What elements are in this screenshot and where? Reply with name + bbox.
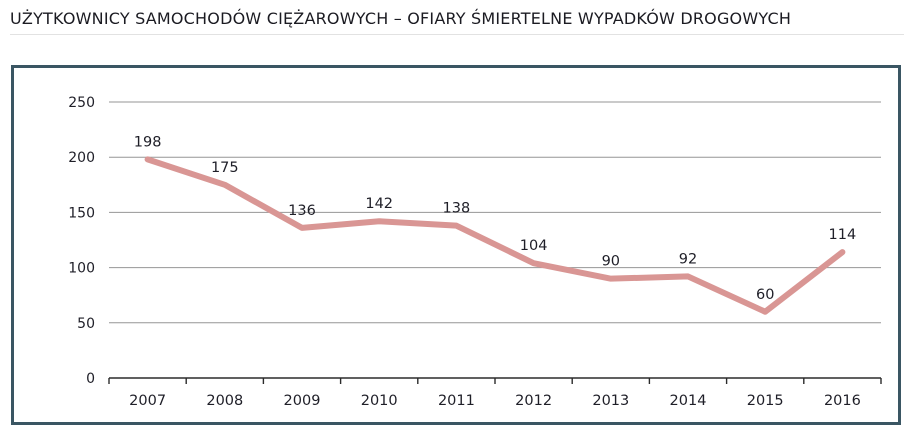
y-axis-label-250: 250 bbox=[68, 95, 95, 111]
data-label-2010: 142 bbox=[365, 196, 393, 212]
x-axis-label-2014: 2014 bbox=[670, 393, 707, 409]
y-axis-label-200: 200 bbox=[68, 150, 95, 166]
x-axis-label-2007: 2007 bbox=[129, 393, 166, 409]
x-axis-label-2008: 2008 bbox=[206, 393, 243, 409]
trend-line bbox=[144, 156, 846, 315]
data-label-2008: 175 bbox=[211, 160, 239, 176]
y-axis-label-100: 100 bbox=[68, 261, 95, 277]
data-label-2012: 104 bbox=[520, 238, 548, 254]
chart-container: 0 50 100 150 200 250 198 175 136 142 138 104 90 92 60 1… bbox=[11, 65, 901, 425]
x-axis-label-2010: 2010 bbox=[361, 393, 398, 409]
data-label-2014: 92 bbox=[679, 251, 697, 267]
y-axis-label-50: 50 bbox=[77, 316, 95, 332]
fatalities-line-chart: 0 50 100 150 200 250 198 175 136 142 138 104 90 92 60 1… bbox=[68, 95, 882, 409]
y-axis-label-0: 0 bbox=[86, 371, 95, 387]
x-axis-label-2011: 2011 bbox=[438, 393, 475, 409]
data-label-2016: 114 bbox=[829, 227, 857, 243]
data-label-2013: 90 bbox=[602, 254, 620, 270]
x-axis-label-2016: 2016 bbox=[824, 393, 861, 409]
data-label-2011: 138 bbox=[443, 201, 471, 217]
y-axis-label-150: 150 bbox=[68, 205, 95, 221]
x-axis-label-2013: 2013 bbox=[592, 393, 629, 409]
data-label-2007: 198 bbox=[134, 134, 162, 150]
x-axis-label-2009: 2009 bbox=[284, 393, 321, 409]
x-axis-label-2015: 2015 bbox=[747, 393, 784, 409]
x-axis-label-2012: 2012 bbox=[515, 393, 552, 409]
data-label-2015: 60 bbox=[756, 287, 774, 303]
chart-title: UŻYTKOWNICY SAMOCHODÓW CIĘŻAROWYCH – OFI… bbox=[10, 6, 904, 35]
data-label-2009: 136 bbox=[288, 203, 316, 219]
